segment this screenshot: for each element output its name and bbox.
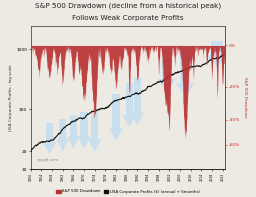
Polygon shape — [57, 139, 69, 151]
Polygon shape — [43, 142, 56, 154]
Polygon shape — [176, 83, 195, 96]
Polygon shape — [68, 137, 79, 149]
Y-axis label: S&P 500 Drawdown: S&P 500 Drawdown — [243, 77, 247, 118]
Text: Follows Weak Corporate Profits: Follows Weak Corporate Profits — [72, 15, 184, 21]
Polygon shape — [109, 129, 123, 141]
Text: eppg8.com: eppg8.com — [37, 158, 59, 162]
Polygon shape — [88, 139, 101, 151]
Polygon shape — [207, 55, 228, 68]
Polygon shape — [123, 115, 136, 127]
Legend: S&P 500 Drawdown, USA Corporate Profits ($) (annual + 6months): S&P 500 Drawdown, USA Corporate Profits … — [55, 188, 201, 195]
Polygon shape — [77, 137, 91, 149]
Polygon shape — [131, 113, 144, 125]
Polygon shape — [157, 79, 176, 91]
Y-axis label: USA Corporate Profits - log scale: USA Corporate Profits - log scale — [9, 64, 14, 131]
Text: S&P 500 Drawdown (decline from a historical peak): S&P 500 Drawdown (decline from a histori… — [35, 3, 221, 9]
